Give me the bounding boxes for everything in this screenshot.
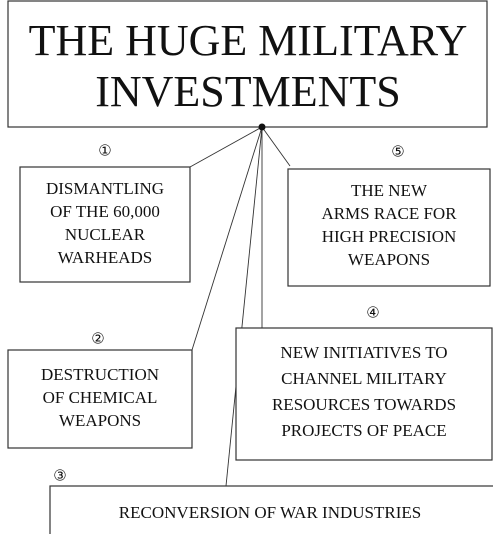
node-text: DESTRUCTION	[41, 365, 159, 384]
node-box	[7, 349, 193, 449]
node-text: WEAPONS	[59, 411, 141, 430]
node-text: DISMANTLING	[46, 179, 164, 198]
connector	[261, 126, 291, 167]
node-text: WARHEADS	[58, 248, 152, 267]
title-line: INVESTMENTS	[95, 67, 401, 116]
connector	[191, 126, 263, 351]
node-number: ①	[98, 143, 111, 159]
node-text: RECONVERSION OF WAR INDUSTRIES	[119, 503, 421, 522]
node-text: PROJECTS OF PEACE	[281, 421, 446, 440]
node-text: HIGH PRECISION	[322, 227, 457, 246]
node-text: WEAPONS	[348, 250, 430, 269]
node-number: ④	[366, 305, 379, 321]
title-line: THE HUGE MILITARY	[29, 16, 468, 65]
node-text: NEW INITIATIVES TO	[280, 343, 447, 362]
node-box	[235, 327, 493, 461]
connector	[189, 126, 263, 168]
node-text: ARMS RACE FOR	[321, 204, 457, 223]
node-text: RESOURCES TOWARDS	[272, 395, 456, 414]
node-box	[49, 485, 493, 534]
connector	[225, 126, 263, 487]
node-text: OF THE 60,000	[50, 202, 160, 221]
node-box	[287, 168, 491, 287]
node-number: ②	[91, 331, 104, 347]
node-number: ⑤	[391, 144, 404, 160]
node-text: CHANNEL MILITARY	[281, 369, 447, 388]
node-text: NUCLEAR	[65, 225, 146, 244]
hub	[258, 123, 266, 131]
node-text: OF CHEMICAL	[43, 388, 158, 407]
node-box	[19, 166, 191, 283]
title-box	[7, 0, 488, 128]
node-number: ③	[53, 468, 66, 484]
node-text: THE NEW	[351, 181, 428, 200]
